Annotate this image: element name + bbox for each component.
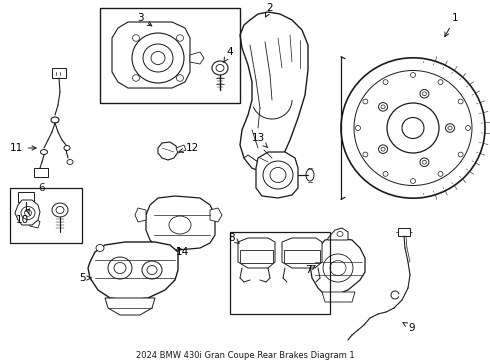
Text: 1: 1 xyxy=(445,13,458,37)
Bar xyxy=(10,188,82,243)
Polygon shape xyxy=(135,208,146,222)
Polygon shape xyxy=(240,12,308,172)
Text: 11: 11 xyxy=(9,143,36,153)
Text: 5: 5 xyxy=(79,273,91,283)
Bar xyxy=(100,8,240,103)
Bar xyxy=(18,192,34,202)
Polygon shape xyxy=(322,292,355,302)
Ellipse shape xyxy=(51,117,59,123)
Bar xyxy=(52,68,66,78)
Polygon shape xyxy=(190,52,204,64)
Ellipse shape xyxy=(306,169,314,181)
Ellipse shape xyxy=(41,149,48,154)
Text: 4: 4 xyxy=(224,47,233,62)
Ellipse shape xyxy=(64,145,70,150)
Text: 13: 13 xyxy=(251,133,268,148)
Polygon shape xyxy=(244,155,262,172)
Ellipse shape xyxy=(341,58,485,198)
Polygon shape xyxy=(15,200,40,225)
Text: 2024 BMW 430i Gran Coupe Rear Brakes Diagram 1: 2024 BMW 430i Gran Coupe Rear Brakes Dia… xyxy=(136,351,354,360)
Polygon shape xyxy=(328,228,348,240)
Bar xyxy=(34,168,48,177)
Ellipse shape xyxy=(67,159,73,165)
Ellipse shape xyxy=(52,203,68,217)
Bar xyxy=(230,232,330,314)
Bar xyxy=(398,228,410,236)
Polygon shape xyxy=(105,298,155,315)
Polygon shape xyxy=(176,145,186,153)
Polygon shape xyxy=(146,196,215,250)
Polygon shape xyxy=(210,208,222,222)
Text: 9: 9 xyxy=(403,323,416,333)
Text: 8: 8 xyxy=(229,233,239,243)
Polygon shape xyxy=(256,152,298,198)
Text: 2: 2 xyxy=(266,3,273,17)
Polygon shape xyxy=(112,22,190,88)
Bar xyxy=(240,250,273,263)
Text: 3: 3 xyxy=(137,13,152,26)
Ellipse shape xyxy=(212,61,228,75)
Text: 6: 6 xyxy=(39,183,45,193)
Polygon shape xyxy=(158,142,178,160)
Polygon shape xyxy=(310,238,365,295)
Bar xyxy=(284,250,320,263)
Text: 10: 10 xyxy=(16,209,29,225)
Text: 7: 7 xyxy=(305,265,315,275)
Polygon shape xyxy=(88,242,178,300)
Polygon shape xyxy=(282,238,322,268)
Text: 14: 14 xyxy=(175,247,189,257)
Ellipse shape xyxy=(96,244,104,252)
Text: 12: 12 xyxy=(179,143,198,153)
Polygon shape xyxy=(238,238,275,268)
Polygon shape xyxy=(25,215,40,228)
